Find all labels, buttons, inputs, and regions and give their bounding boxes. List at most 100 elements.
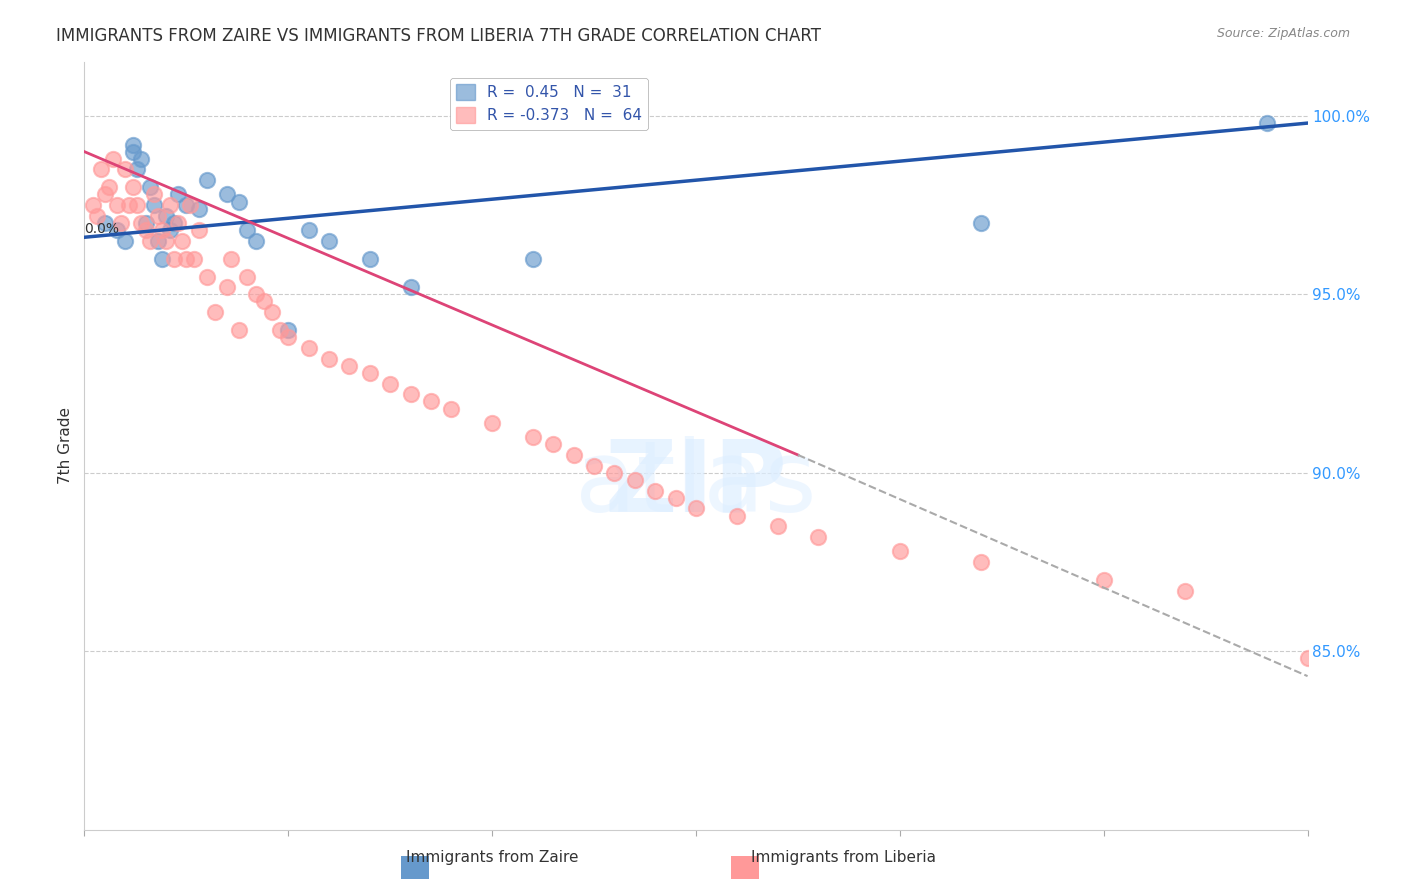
Y-axis label: 7th Grade: 7th Grade [58, 408, 73, 484]
Point [624, 473, 647, 487]
Point [114, 234, 136, 248]
Point [90, 162, 112, 177]
Point [318, 234, 340, 248]
Text: 0.0%: 0.0% [84, 222, 120, 236]
Point [167, 216, 190, 230]
Point [217, 187, 239, 202]
Point [118, 198, 141, 212]
Point [339, 359, 361, 373]
Text: Immigrants from Liberia: Immigrants from Liberia [751, 850, 936, 865]
Point [245, 287, 267, 301]
Point [114, 162, 136, 177]
Point [277, 330, 299, 344]
Point [269, 323, 291, 337]
Point [359, 366, 381, 380]
Point [138, 234, 160, 248]
Point [187, 202, 209, 216]
Point [260, 305, 283, 319]
Point [522, 430, 544, 444]
Point [970, 216, 993, 230]
Point [97, 180, 120, 194]
Point [440, 401, 463, 416]
Point [127, 198, 149, 212]
Point [236, 223, 259, 237]
Point [970, 555, 993, 569]
Point [228, 323, 250, 337]
Point [110, 216, 132, 230]
Point [131, 216, 153, 230]
Point [399, 387, 422, 401]
Point [420, 394, 443, 409]
Point [150, 252, 173, 266]
Point [481, 416, 503, 430]
Point [219, 252, 242, 266]
Point [1092, 573, 1115, 587]
Point [236, 269, 259, 284]
Point [93, 216, 115, 230]
Point [179, 198, 201, 212]
Point [253, 294, 276, 309]
Point [217, 280, 239, 294]
Point [644, 483, 666, 498]
Point [163, 216, 186, 230]
Point [195, 173, 218, 187]
Point [522, 252, 544, 266]
Point [105, 198, 128, 212]
Point [122, 145, 145, 159]
Point [142, 187, 165, 202]
Point [562, 448, 585, 462]
Point [159, 223, 181, 237]
Point [163, 252, 186, 266]
Point [146, 209, 169, 223]
Text: atlas: atlas [575, 436, 817, 533]
Point [725, 508, 748, 523]
Point [1296, 651, 1319, 665]
Point [603, 466, 626, 480]
Point [86, 209, 108, 223]
Point [138, 180, 160, 194]
Point [1256, 116, 1278, 130]
Point [167, 187, 190, 202]
Point [245, 234, 267, 248]
Point [685, 501, 707, 516]
Point [1174, 583, 1197, 598]
Point [807, 530, 830, 544]
Point [155, 209, 177, 223]
Point [105, 223, 128, 237]
Text: IMMIGRANTS FROM ZAIRE VS IMMIGRANTS FROM LIBERIA 7TH GRADE CORRELATION CHART: IMMIGRANTS FROM ZAIRE VS IMMIGRANTS FROM… [56, 27, 821, 45]
Point [665, 491, 688, 505]
Point [204, 305, 226, 319]
Point [183, 252, 205, 266]
Legend: R =  0.45   N =  31, R = -0.373   N =  64: R = 0.45 N = 31, R = -0.373 N = 64 [450, 78, 648, 129]
Point [150, 223, 173, 237]
Point [766, 519, 789, 533]
Point [122, 180, 145, 194]
Point [146, 234, 169, 248]
Point [174, 252, 197, 266]
Point [195, 269, 218, 284]
Text: Immigrants from Zaire: Immigrants from Zaire [406, 850, 578, 865]
Point [82, 198, 104, 212]
Point [399, 280, 422, 294]
Point [583, 458, 606, 473]
Point [298, 341, 321, 355]
Point [228, 194, 250, 209]
Point [131, 152, 153, 166]
Point [174, 198, 197, 212]
Point [122, 137, 145, 152]
Point [298, 223, 321, 237]
Point [135, 216, 157, 230]
Point [380, 376, 402, 391]
Point [127, 162, 149, 177]
Point [101, 152, 124, 166]
Text: Source: ZipAtlas.com: Source: ZipAtlas.com [1216, 27, 1350, 40]
Point [142, 198, 165, 212]
Point [187, 223, 209, 237]
Point [318, 351, 340, 366]
Point [277, 323, 299, 337]
Text: ZIP: ZIP [605, 436, 787, 533]
Point [135, 223, 157, 237]
Point [93, 187, 115, 202]
Point [889, 544, 911, 558]
Point [172, 234, 194, 248]
